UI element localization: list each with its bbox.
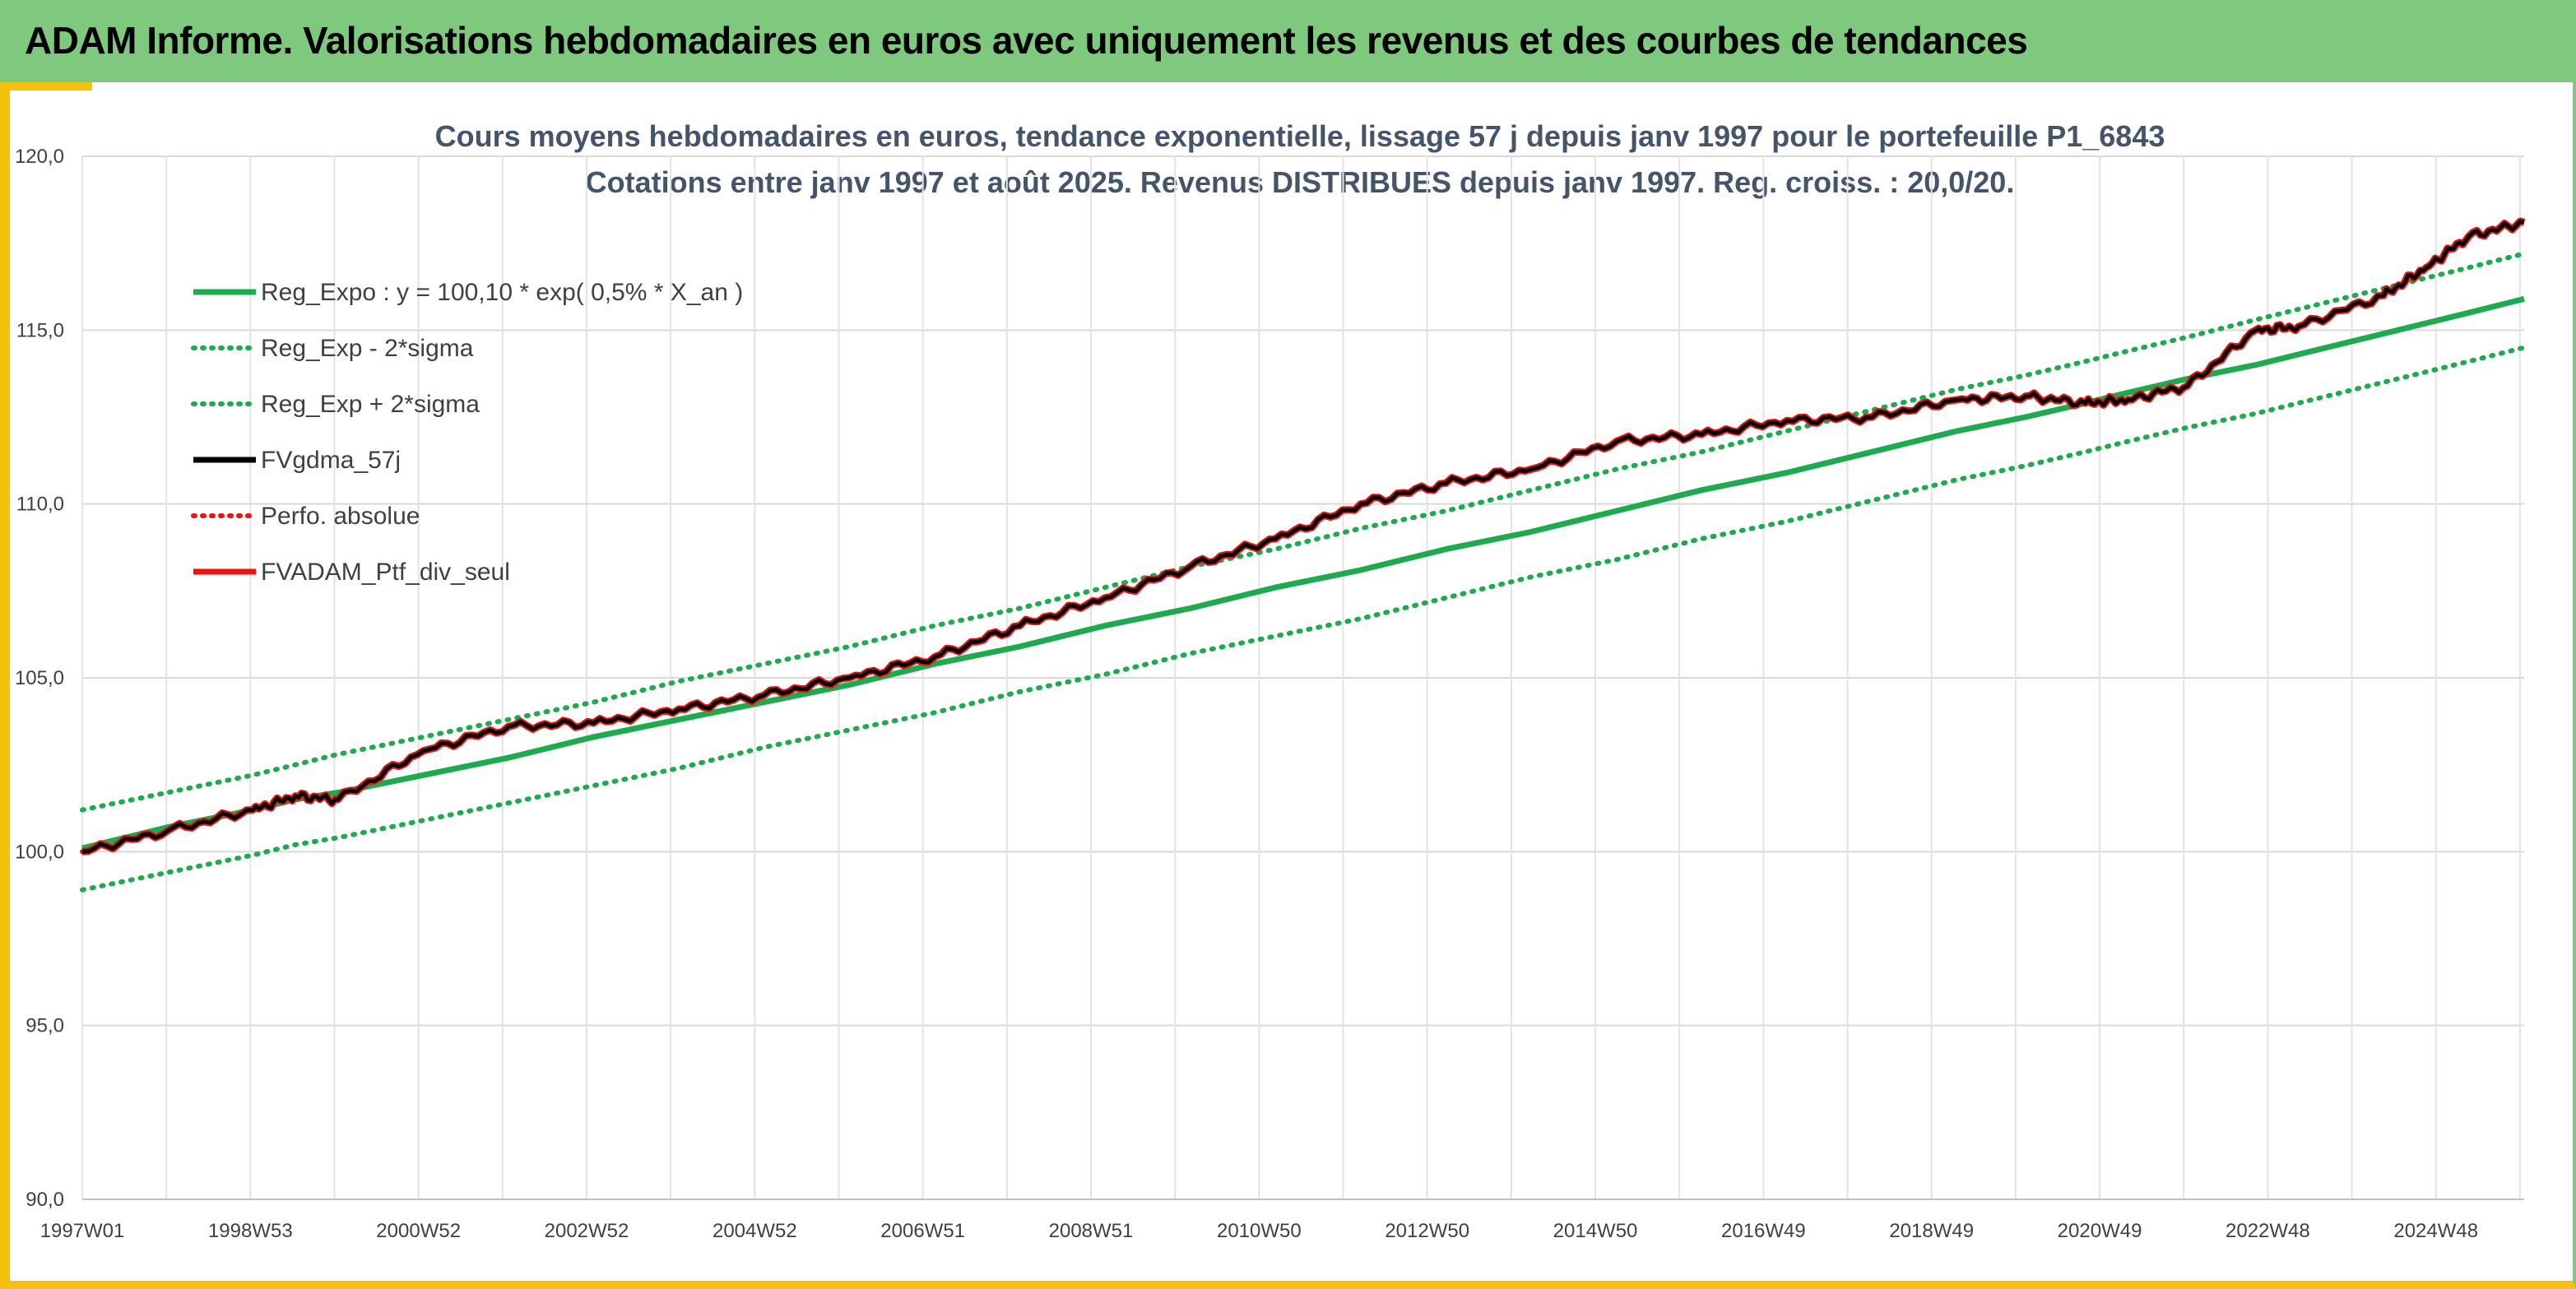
y-tick-label: 105,0 [15,667,64,689]
chart-frame [0,82,2576,1289]
chart-title-line2: Cotations entre janv 1997 et août 2025. … [586,165,2015,199]
grid [81,155,2524,1200]
x-tick-label: 2022W48 [2226,1220,2310,1242]
x-tick-label: 2000W52 [376,1220,461,1242]
series-line-5 [81,217,2526,855]
series-line-0 [81,295,2525,851]
frame-accent [10,82,92,90]
x-tick-label: 2024W48 [2393,1220,2478,1242]
legend-entry-4: Perfo. absolue [261,503,420,530]
y-tick-label: 100,0 [15,841,64,863]
y-tick-label: 95,0 [26,1015,64,1037]
y-tick-label: 110,0 [16,494,64,516]
x-tick-label: 2010W50 [1217,1220,1302,1242]
y-tick-label: 120,0 [15,146,64,168]
series-line-3 [81,219,2525,854]
series-line-1 [80,345,2527,893]
series-group [80,217,2527,893]
legend-entry-0: Reg_Expo : y = 100,10 * exp( 0,5% * X_an… [261,279,743,306]
x-tick-label: 1997W01 [40,1220,125,1242]
x-tick-label: 2002W52 [545,1220,629,1242]
series-line-4 [80,219,2527,855]
legend-entry-5: FVADAM_Ptf_div_seul [261,559,510,586]
series-line-2 [80,251,2527,813]
header-banner: ADAM Informe. Valorisations hebdomadaire… [0,0,2576,82]
x-tick-label: 2020W49 [2058,1220,2142,1242]
axes: 90,0 95,0 100,0 105,0 110,0 115,0 120,0 1997W01… [15,146,2524,1242]
x-tick-label: 2012W50 [1385,1220,1469,1242]
legend-entry-1: Reg_Exp - 2*sigma [261,335,474,362]
chart-title-line1: Cours moyens hebdomadaires en euros, ten… [435,119,2165,153]
legend-entry-2: Reg_Exp + 2*sigma [261,391,480,418]
x-tick-label: 2004W52 [712,1220,797,1242]
x-tick-label: 2016W49 [1721,1220,1806,1242]
x-tick-label: 1998W53 [208,1220,293,1242]
legend-entry-3: FVgdma_57j [261,447,401,474]
legend: Reg_Expo : y = 100,10 * exp( 0,5% * X_an… [191,279,743,586]
x-tick-label: 2018W49 [1889,1220,1974,1242]
y-tick-label: 115,0 [16,319,64,341]
x-tick-label: 2008W51 [1049,1220,1134,1242]
page-title: ADAM Informe. Valorisations hebdomadaire… [25,19,2028,62]
y-tick-label: 90,0 [26,1189,64,1211]
x-tick-label: 2014W50 [1553,1220,1638,1242]
x-tick-label: 2006W51 [880,1220,965,1242]
